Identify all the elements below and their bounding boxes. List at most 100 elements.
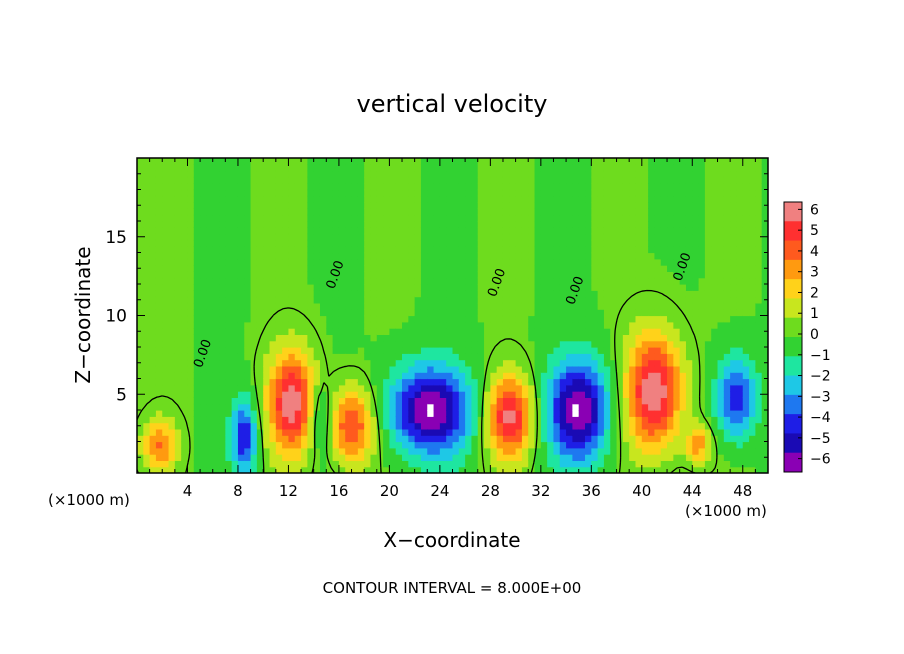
heatmap-cell [490, 447, 498, 455]
heatmap-cell [338, 384, 346, 392]
heatmap-cell [137, 365, 144, 373]
heatmap-cell [402, 403, 409, 411]
heatmap-cell [711, 214, 719, 222]
heatmap-cell [263, 334, 271, 342]
heatmap-cell [275, 271, 283, 279]
heatmap-cell [736, 265, 744, 272]
heatmap-cell [704, 340, 712, 348]
heatmap-cell [244, 454, 252, 461]
heatmap-cell [288, 422, 296, 430]
heatmap-cell [174, 239, 182, 247]
heatmap-cell [704, 365, 712, 373]
heatmap-cell [540, 334, 548, 342]
heatmap-cell [250, 277, 258, 285]
heatmap-cell [471, 353, 479, 361]
heatmap-cell [137, 277, 144, 285]
heatmap-cell [439, 227, 447, 235]
heatmap-cell [622, 365, 630, 373]
heatmap-cell [540, 227, 548, 235]
heatmap-cell [477, 233, 485, 241]
heatmap-cell [446, 214, 454, 222]
heatmap-cell [288, 441, 296, 449]
heatmap-cell [749, 202, 756, 209]
heatmap-cell [452, 290, 460, 298]
heatmap-cell [357, 183, 365, 191]
heatmap-cell [301, 334, 308, 342]
heatmap-cell [509, 391, 517, 398]
heatmap-cell [490, 284, 498, 291]
heatmap-cell [420, 252, 428, 260]
heatmap-cell [137, 435, 144, 443]
heatmap-cell [685, 447, 693, 455]
heatmap-cell [597, 460, 605, 468]
heatmap-cell [319, 302, 327, 310]
heatmap-cell [679, 334, 687, 342]
heatmap-cell [566, 284, 573, 291]
heatmap-cell [364, 170, 372, 178]
heatmap-cell [263, 309, 271, 317]
heatmap-cell [679, 252, 687, 260]
heatmap-cell [521, 403, 529, 411]
heatmap-cell [414, 265, 422, 272]
heatmap-cell [364, 403, 372, 411]
heatmap-cell [654, 359, 662, 367]
heatmap-cell [294, 296, 302, 304]
heatmap-cell [484, 164, 491, 172]
heatmap-cell [263, 466, 271, 473]
heatmap-cell [137, 321, 144, 329]
heatmap-cell [326, 170, 334, 178]
heatmap-cell [635, 170, 643, 178]
heatmap-cell [654, 460, 662, 468]
heatmap-cell [730, 466, 738, 473]
heatmap-cell [345, 252, 353, 260]
heatmap-cell [566, 277, 573, 285]
heatmap-cell [301, 391, 308, 398]
heatmap-cell [685, 391, 693, 398]
heatmap-cell [471, 428, 479, 436]
heatmap-cell [244, 441, 252, 449]
heatmap-cell [736, 321, 744, 329]
heatmap-cell [578, 365, 586, 373]
heatmap-cell [591, 227, 599, 235]
heatmap-cell [225, 365, 233, 373]
heatmap-cell [282, 384, 290, 392]
heatmap-cell [591, 239, 599, 247]
heatmap-cell [559, 202, 567, 209]
heatmap-cell [225, 208, 233, 216]
heatmap-cell [383, 384, 390, 392]
heatmap-cell [200, 246, 208, 254]
heatmap-cell [465, 290, 473, 298]
heatmap-cell [496, 246, 504, 254]
heatmap-cell [332, 435, 340, 443]
heatmap-cell [502, 447, 510, 455]
heatmap-cell [471, 246, 479, 254]
heatmap-cell [755, 353, 763, 361]
heatmap-cell [496, 372, 504, 380]
heatmap-cell [648, 246, 656, 254]
heatmap-cell [212, 378, 220, 386]
heatmap-cell [408, 391, 416, 398]
heatmap-cell [559, 271, 567, 279]
heatmap-cell [143, 183, 151, 191]
heatmap-cell [528, 334, 536, 342]
heatmap-cell [193, 460, 201, 468]
heatmap-cell [629, 246, 637, 254]
heatmap-cell [458, 334, 466, 342]
heatmap-cell [496, 378, 504, 386]
heatmap-cell [673, 384, 681, 392]
heatmap-cell [420, 208, 428, 216]
heatmap-cell [275, 384, 283, 392]
heatmap-cell [654, 441, 662, 449]
heatmap-cell [225, 277, 233, 285]
heatmap-cell [698, 296, 706, 304]
heatmap-cell [534, 334, 542, 342]
heatmap-cell [250, 202, 258, 209]
heatmap-cell [389, 170, 397, 178]
heatmap-cell [704, 460, 712, 468]
heatmap-cell [212, 416, 220, 424]
heatmap-cell [685, 214, 693, 222]
heatmap-cell [250, 353, 258, 361]
heatmap-cell [742, 315, 750, 323]
heatmap-cell [383, 271, 390, 279]
heatmap-cell [761, 277, 768, 285]
